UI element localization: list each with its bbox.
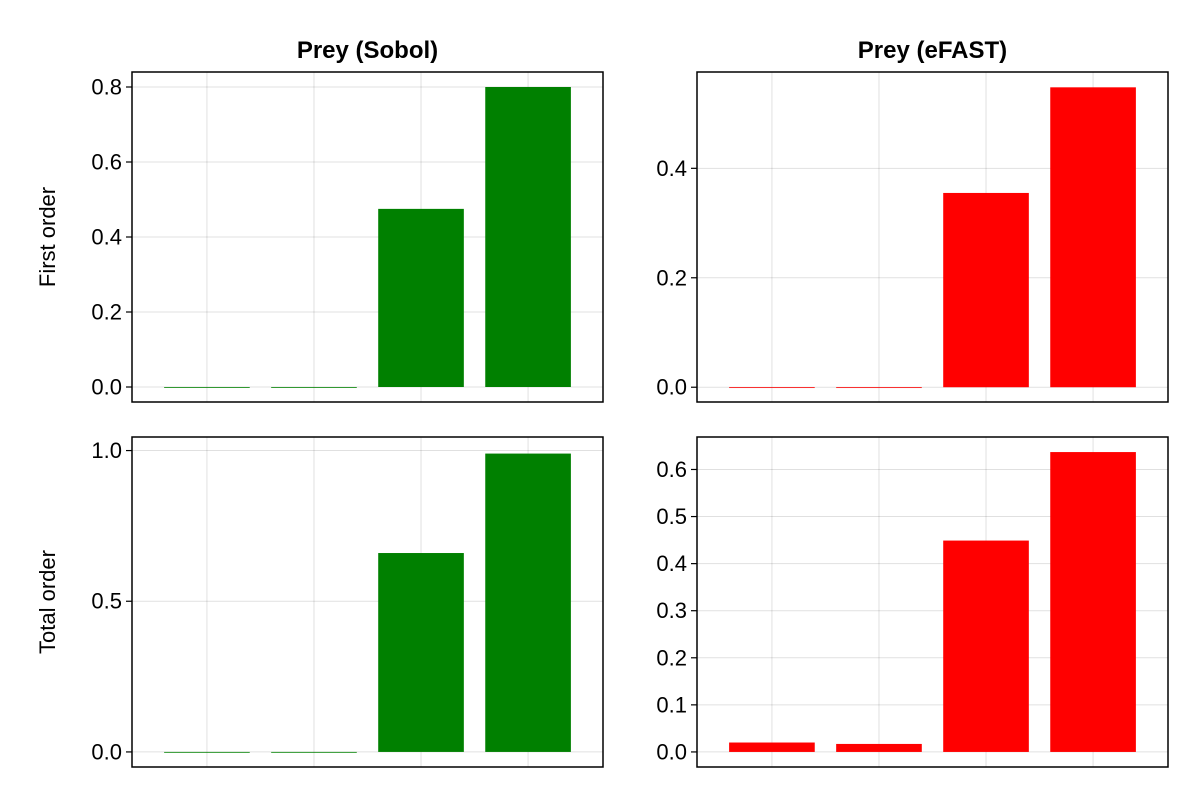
y-tick-label: 0.2 — [91, 300, 122, 325]
bar — [1050, 87, 1136, 388]
y-axis-label: First order — [35, 187, 60, 287]
y-tick-label: 1.0 — [91, 438, 122, 463]
y-tick-label: 0.2 — [656, 265, 687, 290]
bar — [943, 540, 1029, 752]
bar — [164, 751, 250, 753]
y-tick-label: 0.4 — [91, 225, 122, 250]
bar — [485, 453, 571, 752]
y-tick-label: 0.0 — [91, 739, 122, 764]
plot-frame — [696, 71, 1169, 403]
y-tick-label: 0.2 — [656, 645, 687, 670]
y-axis-label: Total order — [35, 550, 60, 654]
bar — [1050, 452, 1136, 752]
panel-title: Prey (eFAST) — [858, 37, 1007, 64]
bar — [485, 87, 571, 387]
chart-panel-1: 0.0 0.2 0.4 0.6 0.8 Prey (Sobol) First order — [35, 37, 604, 403]
plot-frame — [696, 436, 1169, 768]
y-tick-label: 0.5 — [91, 589, 122, 614]
y-tick-label: 0.4 — [656, 156, 687, 181]
panel-title: Prey (Sobol) — [297, 37, 438, 64]
y-tick-label: 0.3 — [656, 598, 687, 623]
bar — [836, 387, 922, 389]
chart-panel-4: 0.0 0.1 0.2 0.3 0.4 0.5 0.6 — [656, 436, 1169, 768]
y-tick-label: 0.4 — [656, 551, 687, 576]
plot-frame — [131, 436, 604, 768]
y-tick-label: 0.6 — [656, 457, 687, 482]
chart-panel-3: 0.0 0.5 1.0 Total order — [35, 436, 604, 768]
bar — [271, 751, 357, 753]
bar — [943, 192, 1029, 388]
bar — [271, 387, 357, 388]
bar — [378, 208, 464, 387]
y-tick-label: 0.8 — [91, 75, 122, 100]
y-tick-label: 0.0 — [656, 739, 687, 764]
y-tick-label: 0.1 — [656, 692, 687, 717]
bar — [836, 743, 922, 752]
bar — [729, 742, 815, 752]
y-tick-label: 0.0 — [91, 375, 122, 400]
y-tick-label: 0.6 — [91, 150, 122, 175]
bar — [164, 387, 250, 388]
chart-panel-2: 0.0 0.2 0.4 Prey (eFAST) — [656, 37, 1169, 403]
bar — [729, 387, 815, 389]
y-tick-label: 0.5 — [656, 504, 687, 529]
bar — [378, 553, 464, 752]
y-tick-label: 0.0 — [656, 375, 687, 400]
